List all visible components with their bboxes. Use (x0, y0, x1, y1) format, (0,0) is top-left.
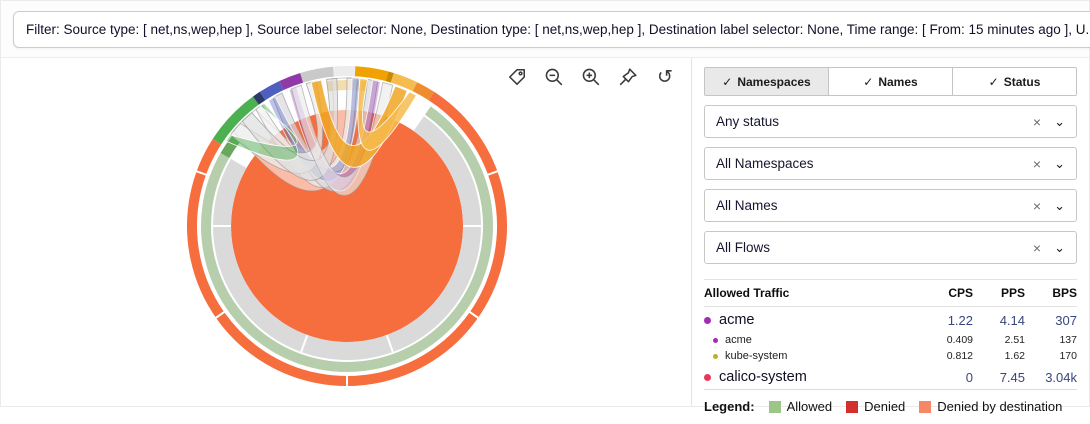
tab-status[interactable]: ✓ Status (953, 68, 1076, 95)
namespaces-select[interactable]: All Namespaces × ⌄ (704, 147, 1077, 180)
tab-label: Status (1003, 75, 1041, 89)
namespace-dot (713, 337, 718, 343)
row-cps: 0.812 (946, 350, 973, 362)
row-pps: 4.14 (999, 312, 1025, 328)
clear-icon[interactable]: × (1032, 155, 1042, 172)
flows-select[interactable]: All Flows × ⌄ (704, 231, 1077, 264)
flow-chart-panel: ↺ (1, 58, 691, 406)
pin-icon[interactable] (616, 65, 640, 89)
tab-names[interactable]: ✓ Names (829, 68, 953, 95)
namespace-dot (704, 373, 711, 381)
row-pps: 1.62 (1004, 350, 1025, 362)
tab-namespaces[interactable]: ✓ Namespaces (705, 68, 829, 95)
dropdown-controls: × ⌄ (1033, 199, 1065, 213)
checkmark-icon: ✓ (988, 75, 999, 89)
row-name: acme (725, 334, 752, 346)
row-name: acme (719, 312, 755, 328)
row-bps: 307 (1055, 312, 1077, 328)
main-content: ↺ ✓ Namespaces ✓ Names ✓ Status Any status (1, 57, 1089, 414)
filter-summary-text: Filter: Source type: [ net,ns,wep,hep ],… (26, 22, 1090, 37)
chart-toolbar: ↺ (505, 65, 677, 89)
zoom-in-icon[interactable] (579, 65, 603, 89)
row-cps: 0.409 (946, 334, 973, 346)
namespaces-select-value: All Namespaces (716, 156, 814, 171)
dropdown-controls: × ⌄ (1033, 115, 1065, 129)
filter-tabs: ✓ Namespaces ✓ Names ✓ Status (704, 67, 1077, 96)
filter-summary-dropdown[interactable]: Filter: Source type: [ net,ns,wep,hep ],… (13, 11, 1090, 48)
namespace-dot (704, 316, 711, 324)
table-header-row: Allowed Traffic CPS PPS BPS (704, 279, 1077, 307)
reset-rotation-icon[interactable]: ↺ (657, 65, 673, 88)
table-row[interactable]: kube-system 0.812 1.62 170 (704, 348, 1077, 364)
chord-gray-ring[interactable] (213, 116, 482, 360)
checkmark-icon: ✓ (722, 75, 733, 89)
filters-panel: ✓ Namespaces ✓ Names ✓ Status Any status × … (691, 58, 1089, 414)
row-bps: 3.04k (1045, 369, 1077, 385)
row-pps: 2.51 (1004, 334, 1025, 346)
tab-label: Namespaces (737, 75, 811, 89)
zoom-out-icon[interactable] (542, 65, 566, 89)
chevron-down-icon[interactable]: ⌄ (1054, 240, 1065, 255)
header-cps: CPS (948, 286, 973, 300)
chord-outer-ring-segments[interactable] (187, 66, 507, 389)
flow-chord-diagram[interactable] (1, 58, 691, 409)
header-pps: PPS (1000, 286, 1025, 300)
status-select-value: Any status (716, 114, 780, 129)
tag-icon[interactable] (505, 65, 529, 89)
table-row[interactable]: acme 0.409 2.51 137 (704, 332, 1077, 348)
row-cps: 0 (965, 369, 973, 385)
allowed-traffic-table: Allowed Traffic CPS PPS BPS acme 1.22 4.… (704, 279, 1077, 389)
status-select[interactable]: Any status × ⌄ (704, 105, 1077, 138)
row-bps: 170 (1059, 350, 1077, 362)
names-select-value: All Names (716, 198, 778, 213)
checkmark-icon: ✓ (863, 75, 874, 89)
row-name: calico-system (719, 369, 807, 385)
row-pps: 7.45 (999, 369, 1025, 385)
row-cps: 1.22 (947, 312, 973, 328)
table-row[interactable]: acme 1.22 4.14 307 (704, 307, 1077, 332)
clear-icon[interactable]: × (1032, 239, 1042, 256)
chord-ribbons[interactable] (225, 77, 418, 196)
row-bps: 137 (1059, 334, 1077, 346)
flow-visualizer-app: Filter: Source type: [ net,ns,wep,hep ],… (0, 0, 1090, 414)
clear-icon[interactable]: × (1032, 113, 1042, 130)
table-row[interactable]: calico-system 0 7.45 3.04k (704, 364, 1077, 389)
chevron-down-icon[interactable]: ⌄ (1054, 156, 1065, 171)
namespace-dot (713, 353, 718, 359)
header-bps: BPS (1052, 286, 1077, 300)
dropdown-controls: × ⌄ (1033, 157, 1065, 171)
dropdown-controls: × ⌄ (1033, 241, 1065, 255)
chevron-down-icon[interactable]: ⌄ (1054, 198, 1065, 213)
filter-bar: Filter: Source type: [ net,ns,wep,hep ],… (1, 1, 1090, 57)
tab-label: Names (878, 75, 918, 89)
chevron-down-icon[interactable]: ⌄ (1054, 114, 1065, 129)
flows-select-value: All Flows (716, 240, 771, 255)
row-name: kube-system (725, 350, 788, 362)
header-allowed-traffic: Allowed Traffic (704, 286, 790, 300)
clear-icon[interactable]: × (1032, 197, 1042, 214)
names-select[interactable]: All Names × ⌄ (704, 189, 1077, 222)
